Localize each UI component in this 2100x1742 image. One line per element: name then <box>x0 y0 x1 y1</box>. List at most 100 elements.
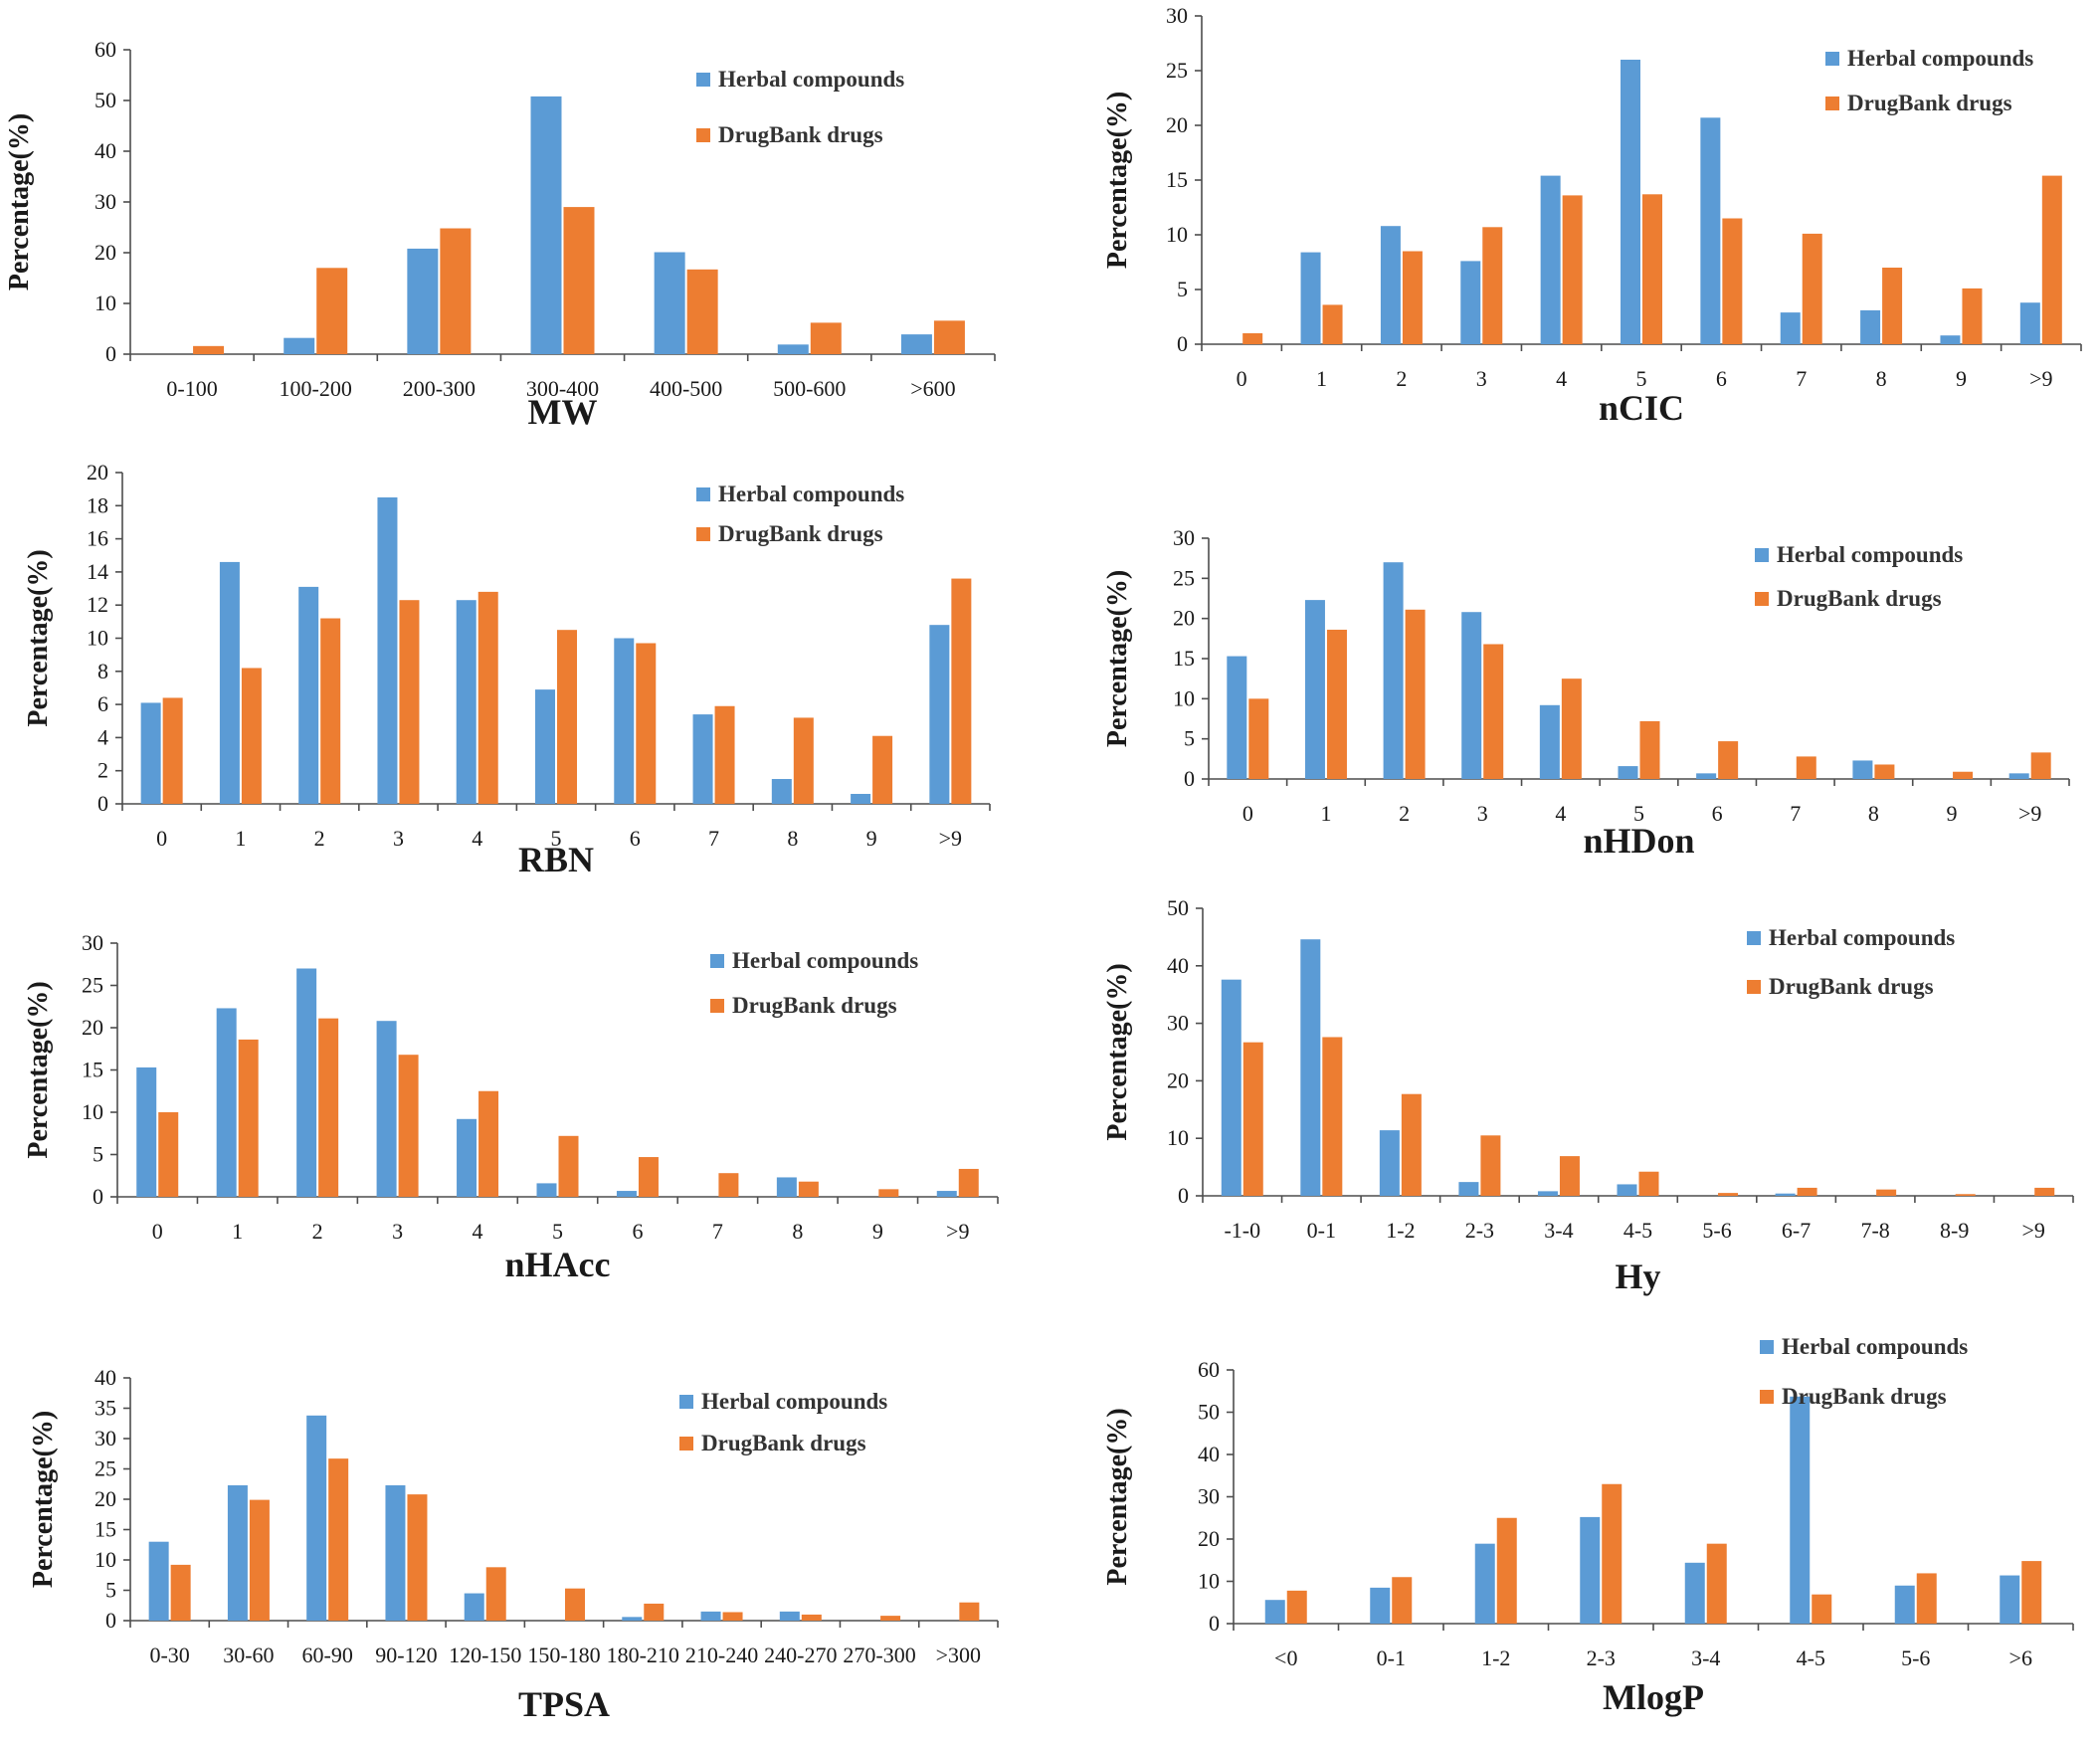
x-category-label: 180-210 <box>607 1643 679 1667</box>
y-tick-label: 50 <box>1167 895 1189 920</box>
herbal-bar-8 <box>1860 309 1881 344</box>
drugbank-bar-10 <box>2030 752 2051 779</box>
y-tick-label: 0 <box>1178 1183 1189 1208</box>
herbal-bar-4 <box>1540 175 1561 344</box>
y-tick-label: 30 <box>1167 1011 1189 1036</box>
x-category-label: 3 <box>1476 366 1487 391</box>
x-category-label: 5 <box>551 826 562 851</box>
x-category-label: 270-300 <box>843 1643 915 1667</box>
x-category-label: 5-6 <box>1901 1645 1930 1670</box>
chart-panel-hy: 0 10 20 30 40 50 -1-0 0-1 1-2 2-3 3-4 4-5 5-6 6-7 7-8 8… <box>1102 895 2074 1296</box>
y-tick-label: 16 <box>87 526 108 551</box>
herbal-bar-6 <box>1696 773 1717 779</box>
drugbank-bar-9 <box>872 735 893 804</box>
herbal-bar-2 <box>1383 562 1404 779</box>
y-tick-label: 20 <box>1166 112 1188 137</box>
drugbank-bar-9 <box>878 1189 899 1197</box>
drugbank-bar-9 <box>1953 771 1974 779</box>
drugbank-bar-4 <box>1561 678 1582 779</box>
drugbank-bar-0 <box>1242 333 1263 344</box>
x-category-label: 6 <box>1716 366 1727 391</box>
chart-panel-mw: 0 10 20 30 40 50 60 0-100 100-200 200-300 300-400 4… <box>4 37 996 432</box>
x-category-label: 0 <box>1242 801 1253 826</box>
y-tick-label: 15 <box>82 1058 103 1082</box>
y-tick-label: 20 <box>1173 606 1195 631</box>
herbal-bar-3 <box>376 1021 397 1197</box>
herbal-bar-7 <box>1775 1193 1796 1196</box>
drugbank-bar-5 <box>557 630 577 804</box>
herbal-bar-5 <box>1617 1184 1637 1196</box>
x-category-label: -1-0 <box>1224 1218 1260 1243</box>
herbal-bar-6 <box>614 638 635 804</box>
y-tick-label: 20 <box>95 1486 116 1511</box>
drugbank-bar-8 <box>798 1181 819 1197</box>
x-category-label: 500-600 <box>773 376 846 401</box>
x-category-label: >600 <box>910 376 955 401</box>
y-tick-label: 10 <box>1198 1569 1220 1594</box>
y-tick-label: 25 <box>1173 565 1195 590</box>
x-category-label: 9 <box>1947 801 1958 826</box>
herbal-bar-1 <box>219 561 240 804</box>
legend-label: DrugBank drugs <box>1777 586 1942 611</box>
drugbank-bar-5 <box>1812 1594 1832 1624</box>
x-category-label: 30-60 <box>223 1643 274 1667</box>
herbal-bar-6 <box>1700 117 1721 344</box>
drugbank-bar-1 <box>238 1039 259 1197</box>
herbal-bar-8 <box>776 1177 797 1197</box>
herbal-bar-3 <box>1460 261 1481 344</box>
herbal-bar-9 <box>851 794 871 804</box>
y-tick-label: 5 <box>105 1578 116 1603</box>
x-category-label: 7 <box>712 1219 723 1244</box>
y-tick-label: 60 <box>95 37 116 62</box>
x-category-label: >9 <box>2029 366 2052 391</box>
herbal-bar-9 <box>1940 335 1961 344</box>
x-category-label: 3-4 <box>1691 1645 1720 1670</box>
legend-label: Herbal compounds <box>1777 542 1963 567</box>
y-tick-label: 10 <box>95 1547 116 1572</box>
drugbank-bar-3 <box>1483 644 1504 779</box>
drugbank-bar-2 <box>318 1018 339 1197</box>
y-tick-label: 25 <box>82 973 103 998</box>
herbal-bar-4 <box>1684 1562 1705 1624</box>
drugbank-bar-7 <box>714 705 735 804</box>
x-category-label: 2 <box>312 1219 323 1244</box>
drugbank-bar-0 <box>170 1564 191 1621</box>
y-tick-label: 5 <box>93 1142 103 1167</box>
drugbank-bar-1 <box>316 268 348 354</box>
y-tick-label: 25 <box>1166 58 1188 83</box>
drugbank-bar-6 <box>1718 741 1739 779</box>
x-category-label: 2 <box>314 826 325 851</box>
x-category-label: <0 <box>1274 1645 1297 1670</box>
x-category-label: 150-180 <box>527 1643 600 1667</box>
x-category-label: 5 <box>1636 366 1647 391</box>
herbal-bar-4 <box>457 1118 477 1197</box>
x-category-label: 6-7 <box>1782 1218 1811 1243</box>
herbal-bar-7 <box>1780 312 1801 344</box>
herbal-bar-1 <box>1300 939 1321 1196</box>
y-tick-label: 60 <box>1198 1357 1220 1382</box>
drugbank-bar-6 <box>636 643 657 804</box>
y-axis-label: Percentage(%) <box>4 113 35 290</box>
drugbank-bar-6 <box>1916 1573 1937 1624</box>
x-category-label: >300 <box>936 1643 981 1667</box>
x-category-label: 0-1 <box>1307 1218 1336 1243</box>
x-category-label: 2-3 <box>1465 1218 1494 1243</box>
y-tick-label: 15 <box>1173 646 1195 671</box>
x-category-label: 1 <box>1316 366 1327 391</box>
y-tick-label: 50 <box>1198 1400 1220 1425</box>
drugbank-bar-6 <box>933 320 965 354</box>
herbal-bar-0 <box>1221 979 1241 1196</box>
y-tick-label: 0 <box>105 1608 116 1633</box>
drugbank-bar-2 <box>320 618 341 804</box>
y-tick-label: 6 <box>97 691 108 716</box>
drugbank-bar-2 <box>1405 609 1426 779</box>
legend-label: Herbal compounds <box>1847 46 2033 71</box>
y-tick-label: 10 <box>1167 1125 1189 1150</box>
drugbank-bar-3 <box>1480 1135 1501 1196</box>
x-category-label: >9 <box>2018 801 2041 826</box>
x-category-label: >9 <box>2022 1218 2045 1243</box>
drugbank-bar-2 <box>1402 251 1423 344</box>
legend-swatch-1 <box>710 999 724 1013</box>
legend-swatch-1 <box>679 1437 693 1451</box>
